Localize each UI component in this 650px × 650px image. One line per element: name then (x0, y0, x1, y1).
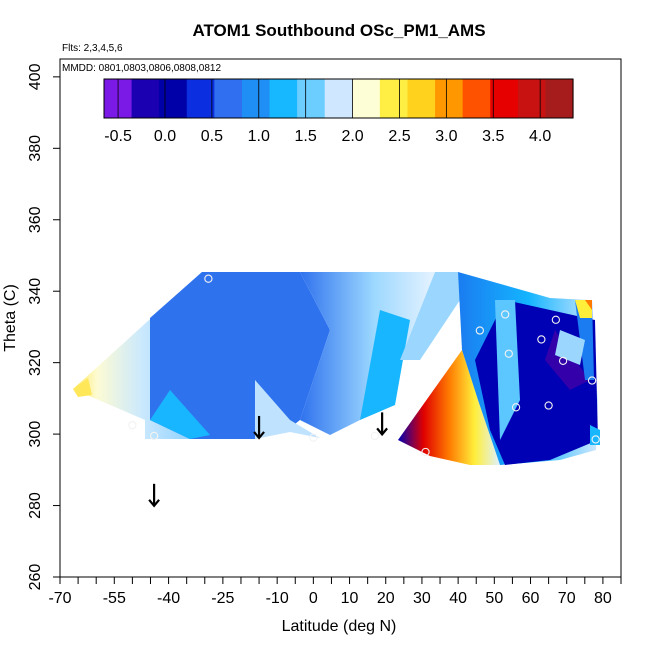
field-mid-cyan (360, 310, 410, 420)
x-tick-label: 10 (341, 590, 359, 607)
field-cyan-top (400, 272, 460, 360)
colorbar-swatches (104, 79, 574, 118)
colorbar-tick-label: 1.5 (295, 128, 317, 145)
sample-point (370, 431, 380, 441)
x-tick-label: -10 (266, 590, 289, 607)
colorbar-swatch (269, 79, 298, 118)
colorbar-swatch (159, 79, 188, 118)
down-arrow (376, 412, 388, 437)
colorbar-swatch (545, 79, 574, 118)
field-orange-top-right (585, 300, 592, 310)
sample-point (421, 447, 430, 457)
y-tick-label: 340 (27, 278, 44, 305)
x-tick-label: 40 (449, 590, 467, 607)
sample-point (128, 421, 137, 430)
colorbar-dividers (117, 79, 541, 118)
colorbar-tick-label: 3.0 (435, 128, 457, 145)
x-tick-label: 50 (485, 590, 503, 607)
y-axis: 260 280 300 320 340 360 380 400 (27, 63, 60, 590)
arrow-head (376, 427, 388, 437)
colorbar: -0.5 0.0 0.5 1.0 1.5 2.0 2.5 3.0 3.5 4.0 (103, 78, 574, 145)
y-tick-label: 380 (27, 135, 44, 162)
sample-point (309, 433, 318, 442)
flights-label: Flts: 2,3,4,5,6 (62, 43, 123, 54)
sample-point (475, 326, 484, 335)
y-tick-label: 300 (27, 421, 44, 448)
x-tick-label: -70 (48, 590, 71, 607)
colorbar-tick-label: 0.0 (154, 128, 176, 145)
x-axis-label: Latitude (deg N) (282, 618, 397, 635)
x-tick-label: -40 (157, 590, 180, 607)
sample-point (504, 349, 513, 358)
field-blue-core (150, 272, 330, 439)
field-yellow-edge (73, 378, 92, 397)
field-cyan-west (150, 390, 210, 439)
sample-point (149, 431, 159, 441)
y-axis-label: Theta (C) (2, 284, 19, 352)
colorbar-tick-label: -0.5 (104, 128, 132, 145)
y-tick-label: 360 (27, 206, 44, 233)
colorbar-tick-label: 3.5 (482, 128, 504, 145)
x-tick-label: 20 (377, 590, 395, 607)
plot-frame (59, 58, 622, 578)
colorbar-swatch (407, 79, 436, 118)
colorbar-swatch (517, 79, 547, 118)
x-tick-label: 0 (309, 590, 318, 607)
y-tick-label: 320 (27, 349, 44, 376)
colorbar-swatch (379, 79, 409, 118)
down-arrow (148, 483, 160, 508)
colorbar-swatch (324, 79, 353, 118)
sample-point (591, 435, 600, 444)
y-tick-label: 280 (27, 492, 44, 519)
colorbar-swatch (462, 79, 491, 118)
field-light-wedge (255, 380, 320, 439)
x-tick-label: 60 (522, 590, 540, 607)
sample-point (544, 401, 553, 410)
colorbar-tick-label: 4.0 (529, 128, 551, 145)
colorbar-frame (103, 78, 574, 119)
field-hot-band (398, 350, 500, 465)
x-axis: -70 -55 -40 -25 -10 0 10 20 30 40 50 60 70 80 (48, 577, 622, 607)
field-layer (73, 272, 600, 465)
colorbar-tick-label: 2.5 (388, 128, 410, 145)
sample-points (128, 274, 600, 457)
colorbar-tick-labels: -0.5 0.0 0.5 1.0 1.5 2.0 2.5 3.0 3.5 4.0 (104, 128, 551, 145)
colorbar-swatch (297, 79, 326, 118)
arrows (148, 412, 388, 508)
sample-point (511, 403, 521, 412)
colorbar-swatch (352, 79, 381, 118)
colorbar-swatch (214, 79, 243, 118)
sample-point (537, 335, 546, 344)
colorbar-swatch (490, 79, 519, 118)
sample-point (558, 356, 568, 366)
sample-point (204, 274, 213, 283)
dates-label: MMDD: 0801,0803,0806,0808,0812 (62, 63, 221, 74)
y-tick-label: 260 (27, 564, 44, 591)
down-arrow (253, 415, 265, 440)
colorbar-swatch (131, 79, 160, 118)
colorbar-swatch (186, 79, 215, 118)
sample-point (551, 315, 561, 324)
colorbar-tick-label: 1.0 (248, 128, 270, 145)
sample-point (501, 310, 510, 319)
x-tick-label: 80 (594, 590, 612, 607)
sample-point (587, 376, 597, 385)
y-tick-label: 400 (27, 63, 44, 90)
colorbar-tick-label: 0.5 (201, 128, 223, 145)
chart-title: ATOM1 Southbound OSc_PM1_AMS (192, 21, 485, 40)
field-yellow-top-right (575, 300, 592, 318)
colorbar-swatch (435, 79, 464, 118)
x-tick-label: 70 (558, 590, 576, 607)
x-tick-label: -25 (211, 590, 234, 607)
colorbar-swatch (241, 79, 271, 118)
arrow-head (148, 499, 160, 508)
field-light-patch (555, 330, 585, 365)
colorbar-tick-label: 2.0 (341, 128, 363, 145)
field-ridge (300, 272, 435, 435)
x-tick-label: -55 (103, 590, 126, 607)
arrow-head (253, 431, 265, 440)
x-tick-label: 30 (413, 590, 431, 607)
